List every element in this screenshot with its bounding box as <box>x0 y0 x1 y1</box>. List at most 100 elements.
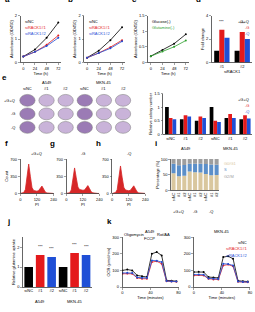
svg-text:40: 40 <box>220 290 225 295</box>
svg-text:#1: #1 <box>183 136 188 141</box>
svg-text:-Q: -Q <box>245 109 249 114</box>
svg-text:j: j <box>7 217 10 226</box>
svg-text:Oligomycin: Oligomycin <box>124 232 144 237</box>
svg-text:1: 1 <box>142 29 145 34</box>
svg-text:Absorbance (OD450): Absorbance (OD450) <box>133 19 138 57</box>
svg-text:Absorbance (OD450): Absorbance (OD450) <box>9 19 14 57</box>
svg-text:0: 0 <box>150 66 153 71</box>
svg-text:MKN-45: MKN-45 <box>67 299 82 304</box>
svg-text:350: 350 <box>56 174 63 179</box>
svg-text:#2: #2 <box>182 192 187 197</box>
svg-text:siNC: siNC <box>203 192 208 201</box>
svg-text:Absorbance (OD450): Absorbance (OD450) <box>72 19 77 57</box>
svg-text:A549: A549 <box>42 80 52 85</box>
svg-text:siNC: siNC <box>211 136 220 141</box>
svg-text:0: 0 <box>22 66 25 71</box>
svg-text:1.5: 1.5 <box>139 13 145 18</box>
svg-text:48: 48 <box>108 66 113 71</box>
svg-text:siNC: siNC <box>187 192 192 201</box>
svg-text:***: *** <box>219 19 224 24</box>
svg-text:0: 0 <box>61 191 64 196</box>
svg-text:siNC: siNC <box>23 86 32 91</box>
svg-text:A549: A549 <box>181 146 191 151</box>
svg-text:0: 0 <box>19 197 22 202</box>
svg-text:200: 200 <box>112 251 119 256</box>
svg-text:c: c <box>132 0 137 4</box>
svg-text:-Q: -Q <box>245 31 249 36</box>
svg-text:MKN-45: MKN-45 <box>214 229 229 234</box>
svg-text:Glutamine(-): Glutamine(-) <box>152 25 175 30</box>
svg-text:Time (minutes): Time (minutes) <box>209 295 236 300</box>
svg-text:Time (h): Time (h) <box>161 71 176 76</box>
svg-text:72: 72 <box>56 66 61 71</box>
svg-text:+G+Q: +G+Q <box>173 209 184 214</box>
svg-text:siRACK1: siRACK1 <box>224 69 241 74</box>
svg-text:A549: A549 <box>145 229 155 234</box>
svg-text:72: 72 <box>120 66 125 71</box>
svg-text:g: g <box>50 139 55 148</box>
svg-text:700: 700 <box>56 157 63 162</box>
svg-text:#2: #2 <box>63 86 68 91</box>
svg-text:+G+Q: +G+Q <box>238 97 249 102</box>
svg-text:120: 120 <box>34 197 41 202</box>
svg-text:0: 0 <box>65 197 68 202</box>
svg-text:2: 2 <box>17 245 20 250</box>
svg-text:siNC: siNC <box>59 288 68 293</box>
svg-text:f: f <box>5 139 8 148</box>
svg-text:Rot/AA: Rot/AA <box>157 232 170 237</box>
svg-text:350: 350 <box>102 174 109 179</box>
svg-text:0.5: 0.5 <box>139 44 145 49</box>
svg-text:100: 100 <box>184 268 191 273</box>
svg-text:0: 0 <box>121 290 124 295</box>
svg-text:e: e <box>2 73 7 82</box>
svg-text:PI: PI <box>127 202 131 207</box>
svg-text:FCCP: FCCP <box>144 236 155 241</box>
svg-text:1.5: 1.5 <box>154 91 160 96</box>
svg-text:siNC: siNC <box>89 19 98 24</box>
svg-text:PI: PI <box>35 202 39 207</box>
svg-text:siNC: siNC <box>25 19 34 24</box>
svg-text:***: *** <box>72 242 77 247</box>
svg-text:siRACK1#1: siRACK1#1 <box>89 25 110 30</box>
svg-text:#1: #1 <box>192 192 197 197</box>
svg-text:240: 240 <box>50 197 57 202</box>
svg-text:0: 0 <box>165 188 168 193</box>
svg-text:#2: #2 <box>240 64 245 69</box>
svg-text:#2: #2 <box>243 136 248 141</box>
svg-text:A549: A549 <box>35 299 45 304</box>
svg-text:100: 100 <box>112 268 119 273</box>
svg-text:4: 4 <box>206 13 209 18</box>
svg-text:0: 0 <box>193 290 196 295</box>
svg-text:0: 0 <box>158 132 161 137</box>
svg-text:350: 350 <box>10 174 17 179</box>
svg-text:0: 0 <box>15 191 18 196</box>
svg-text:80: 80 <box>248 290 253 295</box>
svg-text:siRACK1#2: siRACK1#2 <box>89 31 110 36</box>
svg-text:Relative glutamine uptake: Relative glutamine uptake <box>11 238 16 285</box>
svg-text:0: 0 <box>15 60 18 65</box>
svg-text:Percentage (%): Percentage (%) <box>155 160 160 188</box>
svg-text:-Q: -Q <box>209 209 213 214</box>
svg-text:+G+Q: +G+Q <box>31 151 42 156</box>
svg-text:240: 240 <box>96 197 103 202</box>
svg-text:#1: #1 <box>209 192 214 197</box>
svg-text:S: S <box>224 167 227 172</box>
svg-text:d: d <box>196 0 201 4</box>
svg-text:***: *** <box>240 21 245 26</box>
svg-text:Glucose(-): Glucose(-) <box>152 19 171 24</box>
svg-text:300: 300 <box>184 235 191 240</box>
svg-text:24: 24 <box>33 66 38 71</box>
svg-text:2: 2 <box>15 13 18 18</box>
svg-text:0: 0 <box>79 60 82 65</box>
svg-text:1: 1 <box>158 105 161 110</box>
svg-text:24: 24 <box>160 66 165 71</box>
svg-text:48: 48 <box>44 66 49 71</box>
svg-text:0: 0 <box>188 284 191 289</box>
svg-text:***: *** <box>49 246 54 251</box>
svg-text:1: 1 <box>15 36 18 41</box>
svg-text:siRACK1#1: siRACK1#1 <box>226 246 247 251</box>
svg-text:72: 72 <box>184 66 189 71</box>
svg-text:100: 100 <box>161 157 168 162</box>
svg-text:k: k <box>107 217 112 226</box>
svg-text:Time (h): Time (h) <box>97 71 112 76</box>
